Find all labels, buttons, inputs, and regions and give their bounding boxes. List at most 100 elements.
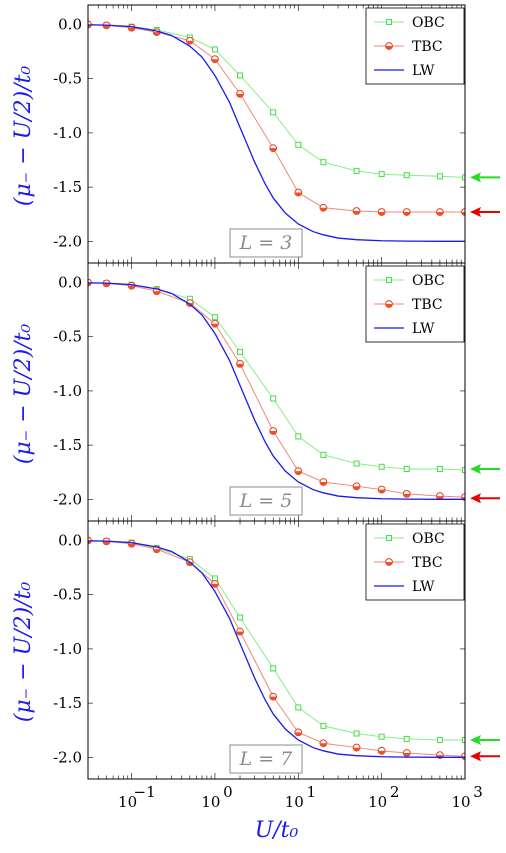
x-tick-base: 10 bbox=[451, 793, 470, 811]
y-axis-label: (μ₋ − U/2)/t₀ bbox=[11, 324, 36, 465]
data-point-tbc bbox=[269, 144, 278, 152]
data-point-tbc bbox=[294, 728, 303, 737]
data-point-tbc bbox=[127, 281, 136, 290]
plot-area bbox=[88, 20, 465, 242]
panel-3: 0.0 -0.5 -1.0 -1.5 -2.0 (μ₋ − U/2)/t₀ OBC TBC LW… bbox=[11, 520, 500, 843]
data-point-tbc bbox=[377, 208, 386, 216]
x-tick-base: 10 bbox=[285, 793, 304, 811]
series-line-lw bbox=[88, 24, 465, 242]
data-point-tbc bbox=[377, 485, 386, 494]
data-point-tbc bbox=[436, 208, 444, 216]
data-point-tbc bbox=[352, 743, 361, 752]
y-tick-label: -1.5 bbox=[53, 178, 82, 196]
legend-entry-lw: LW bbox=[374, 579, 435, 595]
x-tick-label: 103 bbox=[451, 783, 482, 811]
legend-marker bbox=[386, 535, 392, 541]
y-tick-label: -0.5 bbox=[53, 328, 82, 346]
data-point-tbc bbox=[461, 208, 465, 216]
data-point-tbc bbox=[211, 579, 219, 588]
arrow-green bbox=[470, 734, 500, 745]
data-point-tbc bbox=[127, 539, 136, 548]
x-tick-exponent: −1 bbox=[134, 783, 156, 801]
legend-entry-tbc: TBC bbox=[374, 297, 443, 313]
data-point-tbc bbox=[236, 359, 244, 368]
y-tick-label: -2.0 bbox=[53, 490, 82, 508]
y-tick-label: -0.5 bbox=[53, 586, 82, 604]
x-tick-exponent: 0 bbox=[223, 783, 233, 801]
y-tick-label: -1.0 bbox=[53, 382, 82, 400]
data-point-tbc bbox=[294, 188, 303, 197]
y-tick-label: -1.0 bbox=[53, 124, 82, 142]
data-point-tbc bbox=[211, 319, 219, 328]
data-point-obc bbox=[403, 172, 410, 179]
arrow-green bbox=[470, 172, 500, 183]
x-tick-exponent: 2 bbox=[390, 783, 400, 801]
y-tick-label: 0.0 bbox=[58, 16, 82, 34]
legend-marker bbox=[386, 19, 392, 25]
data-point-obc bbox=[320, 159, 327, 166]
arrow-green bbox=[470, 463, 500, 474]
x-tick-label: 100 bbox=[201, 783, 232, 811]
data-point-obc bbox=[211, 314, 218, 321]
arrow-red bbox=[470, 207, 500, 218]
y-axis-label: (μ₋ − U/2)/t₀ bbox=[11, 582, 36, 723]
legend-label: LW bbox=[412, 321, 435, 337]
data-point-tbc bbox=[402, 489, 411, 498]
series-line-lw bbox=[88, 540, 465, 758]
panel-label: L = 3 bbox=[239, 232, 293, 254]
data-point-tbc bbox=[377, 746, 386, 755]
legend-label: OBC bbox=[412, 15, 445, 31]
legend-label: OBC bbox=[412, 531, 445, 547]
data-point-obc bbox=[270, 395, 277, 402]
legend-entry-obc: OBC bbox=[374, 531, 445, 547]
y-tick-label: 0.0 bbox=[58, 532, 82, 550]
legend-entry-lw: LW bbox=[374, 63, 435, 79]
data-point-obc bbox=[353, 167, 360, 174]
data-point-obc bbox=[462, 736, 465, 743]
legend-entry-tbc: TBC bbox=[374, 555, 443, 571]
legend: OBC TBC LW bbox=[365, 7, 465, 85]
data-point-obc bbox=[403, 465, 410, 472]
data-point-obc bbox=[462, 174, 465, 181]
legend-label: TBC bbox=[412, 555, 443, 571]
panel-label-box bbox=[229, 228, 303, 258]
legend-label: OBC bbox=[412, 273, 445, 289]
y-tick-label: -2.0 bbox=[53, 232, 82, 250]
data-point-obc bbox=[436, 465, 443, 472]
data-point-obc bbox=[270, 665, 277, 672]
data-point-obc bbox=[295, 433, 302, 440]
legend-marker bbox=[386, 277, 392, 283]
data-point-tbc bbox=[436, 492, 444, 500]
data-point-tbc bbox=[319, 739, 328, 748]
x-tick-base: 10 bbox=[118, 793, 137, 811]
y-axis-label: (μ₋ − U/2)/t₀ bbox=[11, 66, 36, 207]
y-tick-label: -1.0 bbox=[53, 640, 82, 658]
legend-label: LW bbox=[412, 63, 435, 79]
plot-area bbox=[88, 278, 465, 502]
panel-label-box bbox=[229, 744, 303, 774]
data-point-tbc bbox=[236, 89, 244, 98]
arrow-red bbox=[470, 751, 500, 762]
data-point-obc bbox=[353, 460, 360, 467]
data-point-obc bbox=[237, 348, 244, 355]
x-tick-base: 10 bbox=[368, 793, 387, 811]
x-tick-label: 102 bbox=[368, 783, 399, 811]
legend-label: TBC bbox=[412, 297, 443, 313]
data-point-tbc bbox=[294, 467, 303, 476]
data-point-tbc bbox=[319, 478, 328, 486]
legend-entry-obc: OBC bbox=[374, 15, 445, 31]
data-point-obc bbox=[403, 735, 410, 742]
data-point-obc bbox=[436, 736, 443, 743]
y-tick-label: -0.5 bbox=[53, 70, 82, 88]
data-point-obc bbox=[295, 141, 302, 148]
x-axis-label: U/t₀ bbox=[255, 818, 299, 843]
panel-1: 0.0 -0.5 -1.0 -1.5 -2.0 (μ₋ − U/2)/t₀ OBC TBC LW… bbox=[11, 4, 500, 264]
data-point-tbc bbox=[185, 36, 194, 45]
arrow-red bbox=[470, 493, 500, 504]
data-point-tbc bbox=[127, 23, 136, 32]
data-point-obc bbox=[320, 722, 327, 729]
x-tick-label: 101 bbox=[285, 783, 316, 811]
data-point-tbc bbox=[402, 208, 411, 216]
data-point-obc bbox=[237, 72, 244, 79]
y-tick-label: -1.5 bbox=[53, 436, 82, 454]
